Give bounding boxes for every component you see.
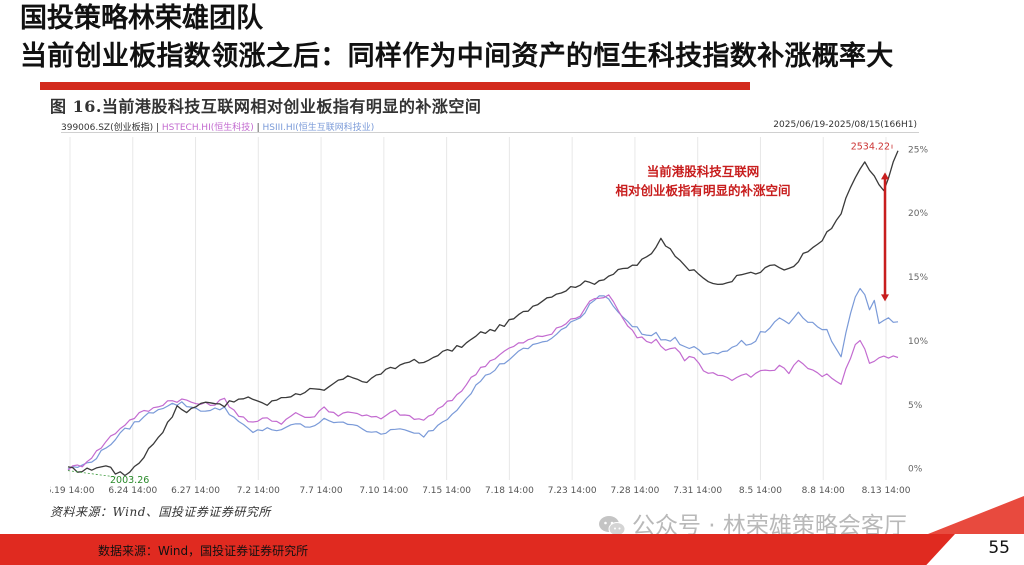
page-number: 55 [988,538,1010,558]
footer-bar: 数据来源：Wind，国投证券证券研究所 55 [0,534,1024,565]
x-tick-label: 7.18 14:00 [485,486,534,496]
end-value-label: 2534.22 [851,142,890,153]
x-tick-label: 6.19 14:00 [50,486,95,496]
annotation-arrow-head-up [881,172,889,180]
annotation-text-line1: 当前港股科技互联网 [647,164,760,179]
footer-source: 数据来源：Wind，国投证券证券研究所 [98,544,309,558]
y-tick-label: 5% [908,401,923,411]
x-tick-label: 6.24 14:00 [108,486,157,496]
x-tick-label: 7.31 14:00 [673,486,722,496]
annotation-arrow-head-down [881,294,889,302]
line-chart: 6.19 14:00 6.24 14:00 6.27 14:00 7.2 14:00 7… [50,137,928,496]
x-tick-label: 7.15 14:00 [422,486,471,496]
y-tick-label: 25% [908,145,928,155]
x-tick-label: 7.28 14:00 [611,486,660,496]
x-tick-label: 7.7 14:00 [300,486,343,496]
annotation-text-line2: 相对创业板指有明显的补涨空间 [615,183,790,198]
legend-entry: 399006.SZ(创业板指) [61,123,154,133]
figure-caption: 图 16.当前港股科技互联网相对创业板指有明显的补涨空间 [50,97,482,116]
x-tick-label: 8.5 14:00 [739,486,782,496]
start-leader-line [67,470,117,478]
x-tick-label: 8.8 14:00 [802,486,845,496]
chart-meta-bar: 399006.SZ(创业板指) | HSTECH.HI(恒生科技) | HSII… [61,119,919,133]
figure-source-note: 资料来源：Wind、国投证券证券研究所 [50,505,271,519]
x-tick-label: 7.10 14:00 [359,486,408,496]
x-tick-label: 8.13 14:00 [862,486,911,496]
title-accent-rule [40,82,750,90]
y-tick-label: 0% [908,465,923,475]
footer-red-band [0,534,955,565]
legend-entry: HSTECH.HI(恒生科技) [161,123,254,133]
chart-figure: 图 16.当前港股科技互联网相对创业板指有明显的补涨空间 399006.SZ(创… [50,93,932,530]
y-tick-label: 15% [908,273,928,283]
start-value-label: 2003.26 [110,475,149,486]
x-tick-label: 7.23 14:00 [548,486,597,496]
series-line-1 [67,294,899,471]
series-line-0 [67,150,899,477]
chart-date-range: 2025/06/19-2025/08/15(166H1) [773,120,917,130]
footer-corner-decoration [928,496,1024,534]
legend-entry: HSIII.HI(恒生互联网科技业) [262,123,375,133]
slide-title-line2: 当前创业板指数领涨之后：同样作为中间资产的恒生科技指数补涨概率大 [20,41,894,72]
chart-legend-text: 399006.SZ(创业板指) | HSTECH.HI(恒生科技) | HSII… [61,123,375,133]
x-tick-label: 6.27 14:00 [171,486,220,496]
series-line-2 [67,287,899,470]
x-tick-label: 7.2 14:00 [237,486,280,496]
y-tick-label: 20% [908,209,928,219]
slide-title-line1: 国投策略林荣雄团队 [20,3,263,34]
y-tick-label: 10% [908,337,928,347]
